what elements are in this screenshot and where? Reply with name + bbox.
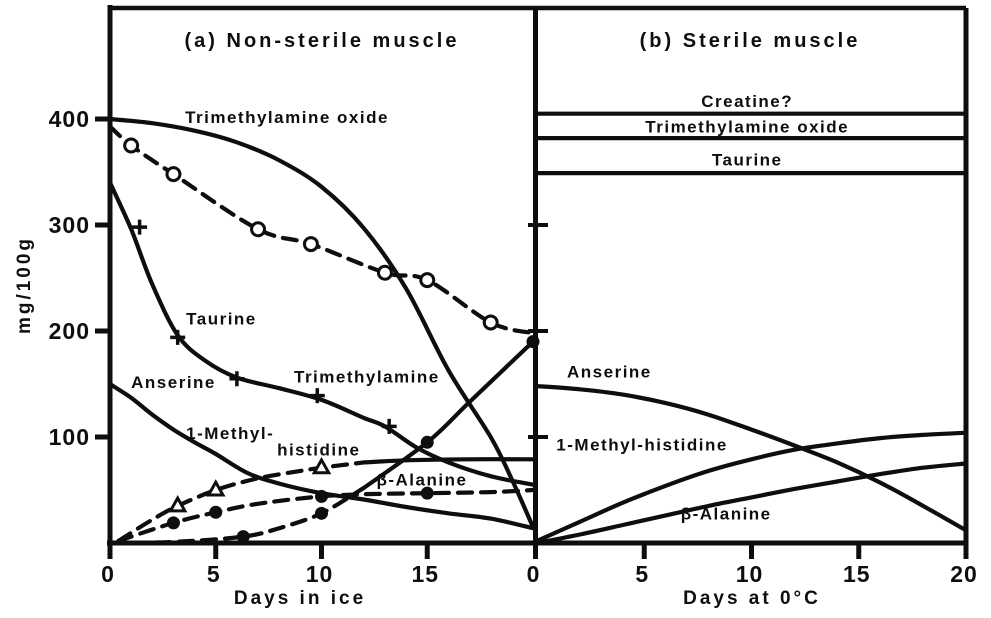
curve-label-a-trimethylamine-oxide: Trimethylamine oxide — [185, 108, 389, 127]
curve-label-a-trimethylamine: Trimethylamine — [294, 368, 440, 387]
y-tick-label-400: 400 — [49, 106, 90, 132]
x-tick-label-a-0: 0 — [101, 561, 115, 587]
panel-a-x-axis-title: Days in ice — [234, 588, 366, 609]
marker-trimethylamine-oxide-data — [123, 137, 140, 154]
marker-alanine — [315, 489, 328, 503]
series-line-trimethylamine-solid-part — [361, 339, 536, 490]
marker-trimethylamine-oxide-data — [376, 264, 393, 281]
curve-label-b-taurine: Taurine — [712, 150, 783, 169]
curve-label-b-anserine: Anserine — [567, 362, 652, 381]
curve-label-a-alanine: β-Alanine — [376, 470, 467, 489]
curve-label-b-1-methyl-histidine: 1-Methyl-histidine — [556, 435, 728, 454]
marker-alanine — [166, 516, 180, 530]
x-tick-label-b-0: 0 — [527, 561, 541, 587]
marker-taurine — [309, 388, 325, 404]
series-line-anserine — [107, 381, 536, 531]
marker-taurine — [170, 329, 186, 345]
x-tick-label-a-10: 10 — [306, 561, 334, 587]
marker-1-methyl-histidine — [311, 456, 332, 475]
marker-trimethylamine — [420, 435, 434, 449]
series-line-1-methyl-histidine-solid-part — [361, 457, 536, 465]
panel-b-x-axis-title: Days at 0°C — [683, 588, 821, 609]
marker-trimethylamine — [526, 335, 540, 349]
marker-1-methyl-histidine — [205, 479, 226, 497]
curve-label-a-taurine: Taurine — [186, 309, 257, 328]
curve-label-b-trimethylamine-oxide: Trimethylamine oxide — [645, 117, 849, 136]
x-tick-label-b-15: 15 — [843, 561, 871, 587]
x-tick-label-a-15: 15 — [411, 561, 439, 587]
curve-label-a-1-methyl: 1-Methyl- — [186, 424, 274, 443]
series-line-1-methyl-histidine — [534, 430, 969, 543]
x-tick-label-b-20: 20 — [950, 561, 978, 587]
marker-taurine — [381, 418, 397, 434]
series-line-alanine — [534, 461, 969, 546]
marker-alanine — [209, 505, 223, 519]
marker-trimethylamine-oxide-data — [302, 236, 319, 253]
marker-taurine — [132, 219, 148, 235]
x-tick-label-a-5: 5 — [207, 561, 221, 587]
curve-label-b-creatine: Creatine? — [701, 92, 793, 111]
curve-label-a-histidine: histidine — [277, 441, 360, 460]
panel-a-title: (a) Non-sterile muscle — [185, 30, 460, 52]
x-tick-label-b-10: 10 — [736, 561, 764, 587]
y-tick-label-200: 200 — [49, 318, 90, 344]
marker-taurine — [229, 371, 245, 387]
marker-1-methyl-histidine — [167, 495, 188, 513]
marker-trimethylamine — [315, 506, 328, 520]
y-tick-label-100: 100 — [49, 424, 90, 450]
marker-trimethylamine — [236, 530, 250, 544]
series-line-trimethylamine-oxide — [107, 116, 536, 530]
curve-label-a-anserine: Anserine — [131, 373, 216, 392]
marker-trimethylamine-oxide-data — [482, 314, 499, 331]
series-line-anserine — [534, 384, 969, 533]
marker-trimethylamine-oxide-data — [165, 166, 182, 183]
y-axis-title: mg/100g — [14, 236, 35, 334]
curve-label-b-alanine: β-Alanine — [681, 504, 772, 523]
marker-alanine — [420, 486, 434, 500]
marker-trimethylamine-oxide-data — [250, 221, 267, 238]
x-tick-label-b-5: 5 — [635, 561, 649, 587]
y-tick-label-300: 300 — [49, 212, 90, 238]
marker-trimethylamine-oxide-data — [419, 272, 436, 289]
panel-b-title: (b) Sterile muscle — [640, 30, 861, 52]
